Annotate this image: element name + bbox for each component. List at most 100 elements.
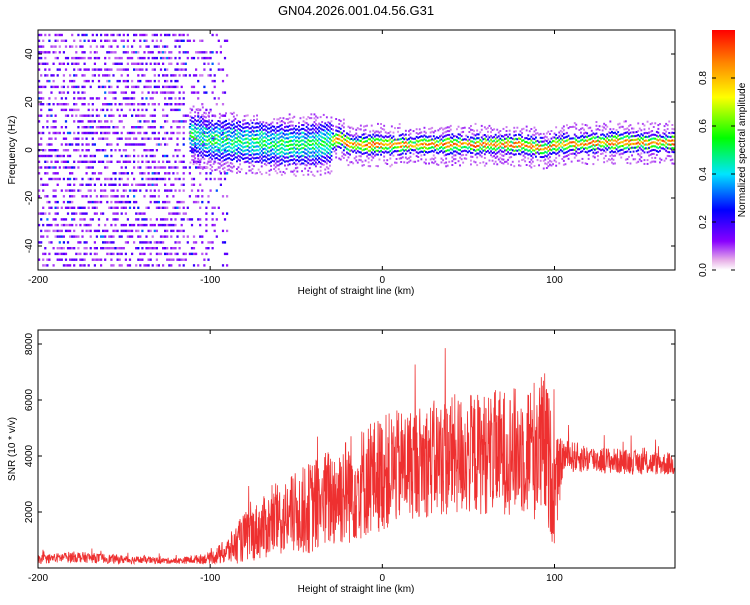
spectrogram-cell [553,144,556,147]
spectrogram-cell [220,153,223,156]
spectrogram-cell [205,126,208,129]
spectrogram-cell [106,160,109,163]
spectrogram-cell [311,158,314,161]
spectrogram-cell [46,114,49,117]
spectrogram-cell [510,163,513,166]
spectrogram-cell [363,141,365,143]
spectrogram-cell [294,148,297,150]
spectrogram-cell [147,264,150,267]
spectrogram-cell [459,133,461,136]
spectrogram-cell [386,163,389,165]
spectrogram-cell [561,131,564,134]
spectrogram-cell [106,103,109,106]
spectrogram-cell [231,124,234,127]
spectrogram-cell [473,145,475,148]
spectrogram-cell [114,51,117,54]
spectrogram-cell [522,143,525,146]
spectrogram-cell [212,151,215,154]
spectrogram-cell [217,150,220,153]
spectrogram-cell [73,247,76,250]
spectrogram-cell [587,150,590,153]
spectrogram-cell [155,33,158,37]
spectrogram-cell [218,166,221,169]
spectrogram-cell [652,126,655,128]
spectrogram-cell [176,137,179,140]
spectrogram-cell [612,132,615,134]
spectrogram-cell [470,151,472,154]
spectrogram-cell [126,68,129,71]
spectrogram-cell [215,149,218,152]
spectrogram-cell [302,116,305,119]
spectrogram-cell [408,149,410,152]
spectrogram-cell [260,153,263,156]
spectrogram-cell [178,39,181,42]
spectrogram-cell [149,97,152,100]
spectrogram-cell [659,134,661,137]
spectrogram-cell [137,258,140,261]
spectrogram-cell [400,157,403,160]
spectrogram-cell [423,153,426,156]
spectrogram-cell [83,154,86,158]
spectrogram-cell [291,147,294,150]
spectrogram-cell [248,158,251,161]
spectrogram-cell [246,114,249,117]
spectrogram-cell [556,152,559,155]
spectrogram-cell [659,146,661,149]
spectrogram-cell [176,206,179,209]
spectrogram-cell [260,173,263,176]
spectrogram-cell [321,124,324,127]
spectrogram-cell [513,130,516,133]
spectrogram-cell [184,258,187,261]
spectrogram-cell [234,129,237,132]
spectrogram-cell [162,74,165,77]
spectrogram-cell [145,97,148,100]
spectrogram-cell [325,154,328,157]
spectrogram-cell [182,177,185,181]
spectrogram-cell [609,120,612,123]
spectrogram-cell [284,133,286,136]
spectrogram-cell [77,166,80,169]
spectrogram-cell [291,136,294,139]
spectrogram-cell [525,129,528,132]
spectrogram-cell [358,151,361,154]
spectrogram-cell [137,223,140,227]
spectrogram-cell [267,142,269,145]
spectrogram-cell [651,149,654,152]
spectrogram-cell [294,136,297,139]
spectrogram-cell [307,139,310,142]
spectrogram-cell [671,127,674,130]
spectrogram-cell [545,136,548,139]
spectrogram-cell [499,149,502,152]
spectrogram-cell [203,131,206,133]
spectrogram-cell [268,169,271,172]
spectrogram-cell [201,143,204,146]
spectrogram-cell [533,165,536,167]
spectrogram-cell [223,132,226,135]
spectrogram-cell [73,79,76,83]
spectrogram-cell [310,124,313,127]
spectrogram-cell [64,149,68,152]
spectrogram-cell [349,146,351,148]
spectrogram-cell [139,166,142,169]
spectrogram-cell [377,142,379,145]
spectrogram-cell [626,138,629,141]
spectrogram-cell [377,146,379,148]
spectrogram-cell [170,91,173,94]
spectrogram-cell [110,189,113,192]
spectrogram-cell [149,229,152,233]
spectrogram-cell [628,140,630,143]
spectrogram-cell [508,137,511,140]
spectrogram-cell [603,149,606,152]
spectrogram-cell [454,162,457,164]
spectrogram-cell [305,164,308,167]
spectrogram-cell [178,212,181,215]
spectrogram-cell [259,136,262,139]
spectrogram-cell [223,39,227,42]
spectrogram-cell [411,145,413,148]
colorbar-tick-label: 0.4 [698,167,709,181]
spectrogram-cell [104,114,107,117]
spectrogram-cell [308,140,311,143]
spectrogram-cell [203,161,206,164]
spectrogram-cell [646,136,649,139]
